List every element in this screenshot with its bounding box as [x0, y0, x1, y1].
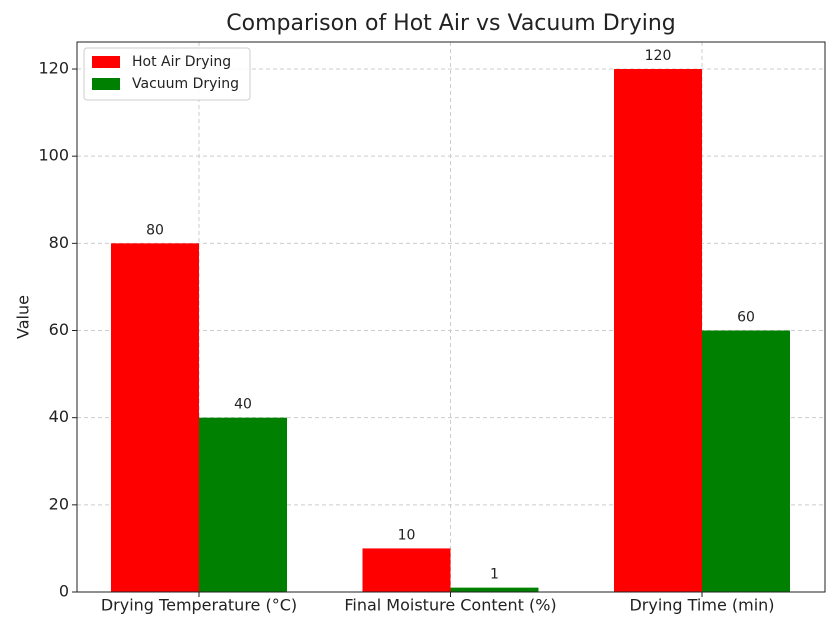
y-tick-label: 40 [49, 407, 69, 426]
value-label: 120 [645, 48, 672, 64]
legend-label: Vacuum Drying [132, 76, 239, 92]
value-label: 1 [490, 567, 499, 583]
x-tick-label: Drying Time (min) [629, 596, 774, 615]
y-tick-label: 100 [38, 146, 69, 165]
bar [702, 330, 790, 592]
bar [111, 243, 199, 593]
x-tick-label: Final Moisture Content (%) [344, 596, 556, 615]
value-label: 40 [234, 397, 252, 413]
legend-swatch [92, 56, 120, 68]
y-tick-label: 0 [59, 582, 69, 601]
y-tick-label: 80 [49, 233, 69, 252]
bar [199, 417, 287, 592]
legend-box [83, 47, 251, 101]
value-label: 10 [398, 527, 416, 543]
legend-label: Hot Air Drying [132, 54, 231, 70]
value-label: 60 [737, 310, 755, 326]
plot-frame [76, 41, 826, 593]
bar [362, 548, 451, 592]
legend-swatch [92, 78, 120, 90]
y-tick-label: 120 [38, 59, 69, 78]
bar [450, 587, 539, 592]
chart-title: Comparison of Hot Air vs Vacuum Drying [226, 11, 675, 36]
bar [614, 69, 702, 592]
y-axis-label: Value [14, 295, 33, 339]
x-tick-label: Drying Temperature (°C) [101, 596, 297, 615]
y-tick-label: 60 [49, 320, 69, 339]
value-label: 80 [146, 222, 164, 238]
y-tick-label: 20 [49, 494, 69, 513]
